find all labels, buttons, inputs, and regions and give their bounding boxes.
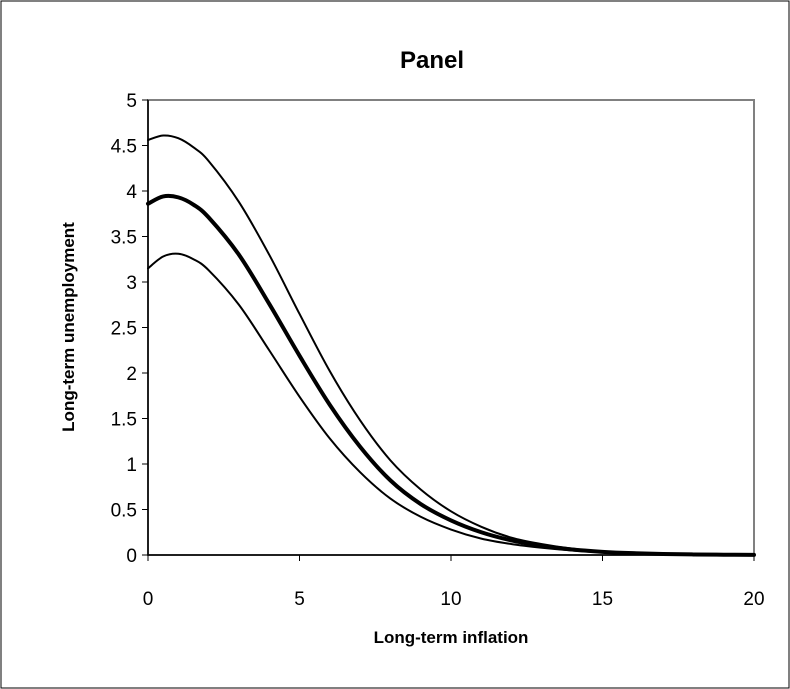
series-line-lower-bound	[147, 252, 755, 556]
y-tick-label: 2	[126, 364, 137, 385]
y-tick-label: 1.5	[111, 410, 137, 431]
x-tick-label: 10	[440, 589, 461, 610]
y-tick-label: 4	[126, 182, 137, 203]
y-axis-title: Long-term unemployment	[59, 222, 78, 432]
x-tick-label: 5	[294, 589, 305, 610]
y-tick-label: 2.5	[111, 319, 137, 340]
y-tick-label: 3.5	[111, 228, 137, 249]
x-tick-label: 15	[592, 589, 613, 610]
y-axis: 0 0.5 1 1.5 2 2.5 3 3.5 4 4.5 5	[111, 91, 149, 567]
series-group	[146, 134, 756, 557]
y-tick-label: 4.5	[111, 137, 137, 158]
x-tick-label: 0	[143, 589, 154, 610]
y-tick-label: 5	[126, 91, 137, 112]
y-tick-label: 1	[126, 455, 137, 476]
x-tick-label: 20	[743, 589, 764, 610]
y-tick-label: 0	[126, 546, 137, 567]
y-tick-label: 0.5	[111, 501, 137, 522]
chart-title: Panel	[400, 47, 464, 74]
x-axis: 0 5 10 15 20	[143, 554, 765, 610]
x-axis-title: Long-term inflation	[374, 628, 529, 647]
y-tick-label: 3	[126, 273, 137, 294]
